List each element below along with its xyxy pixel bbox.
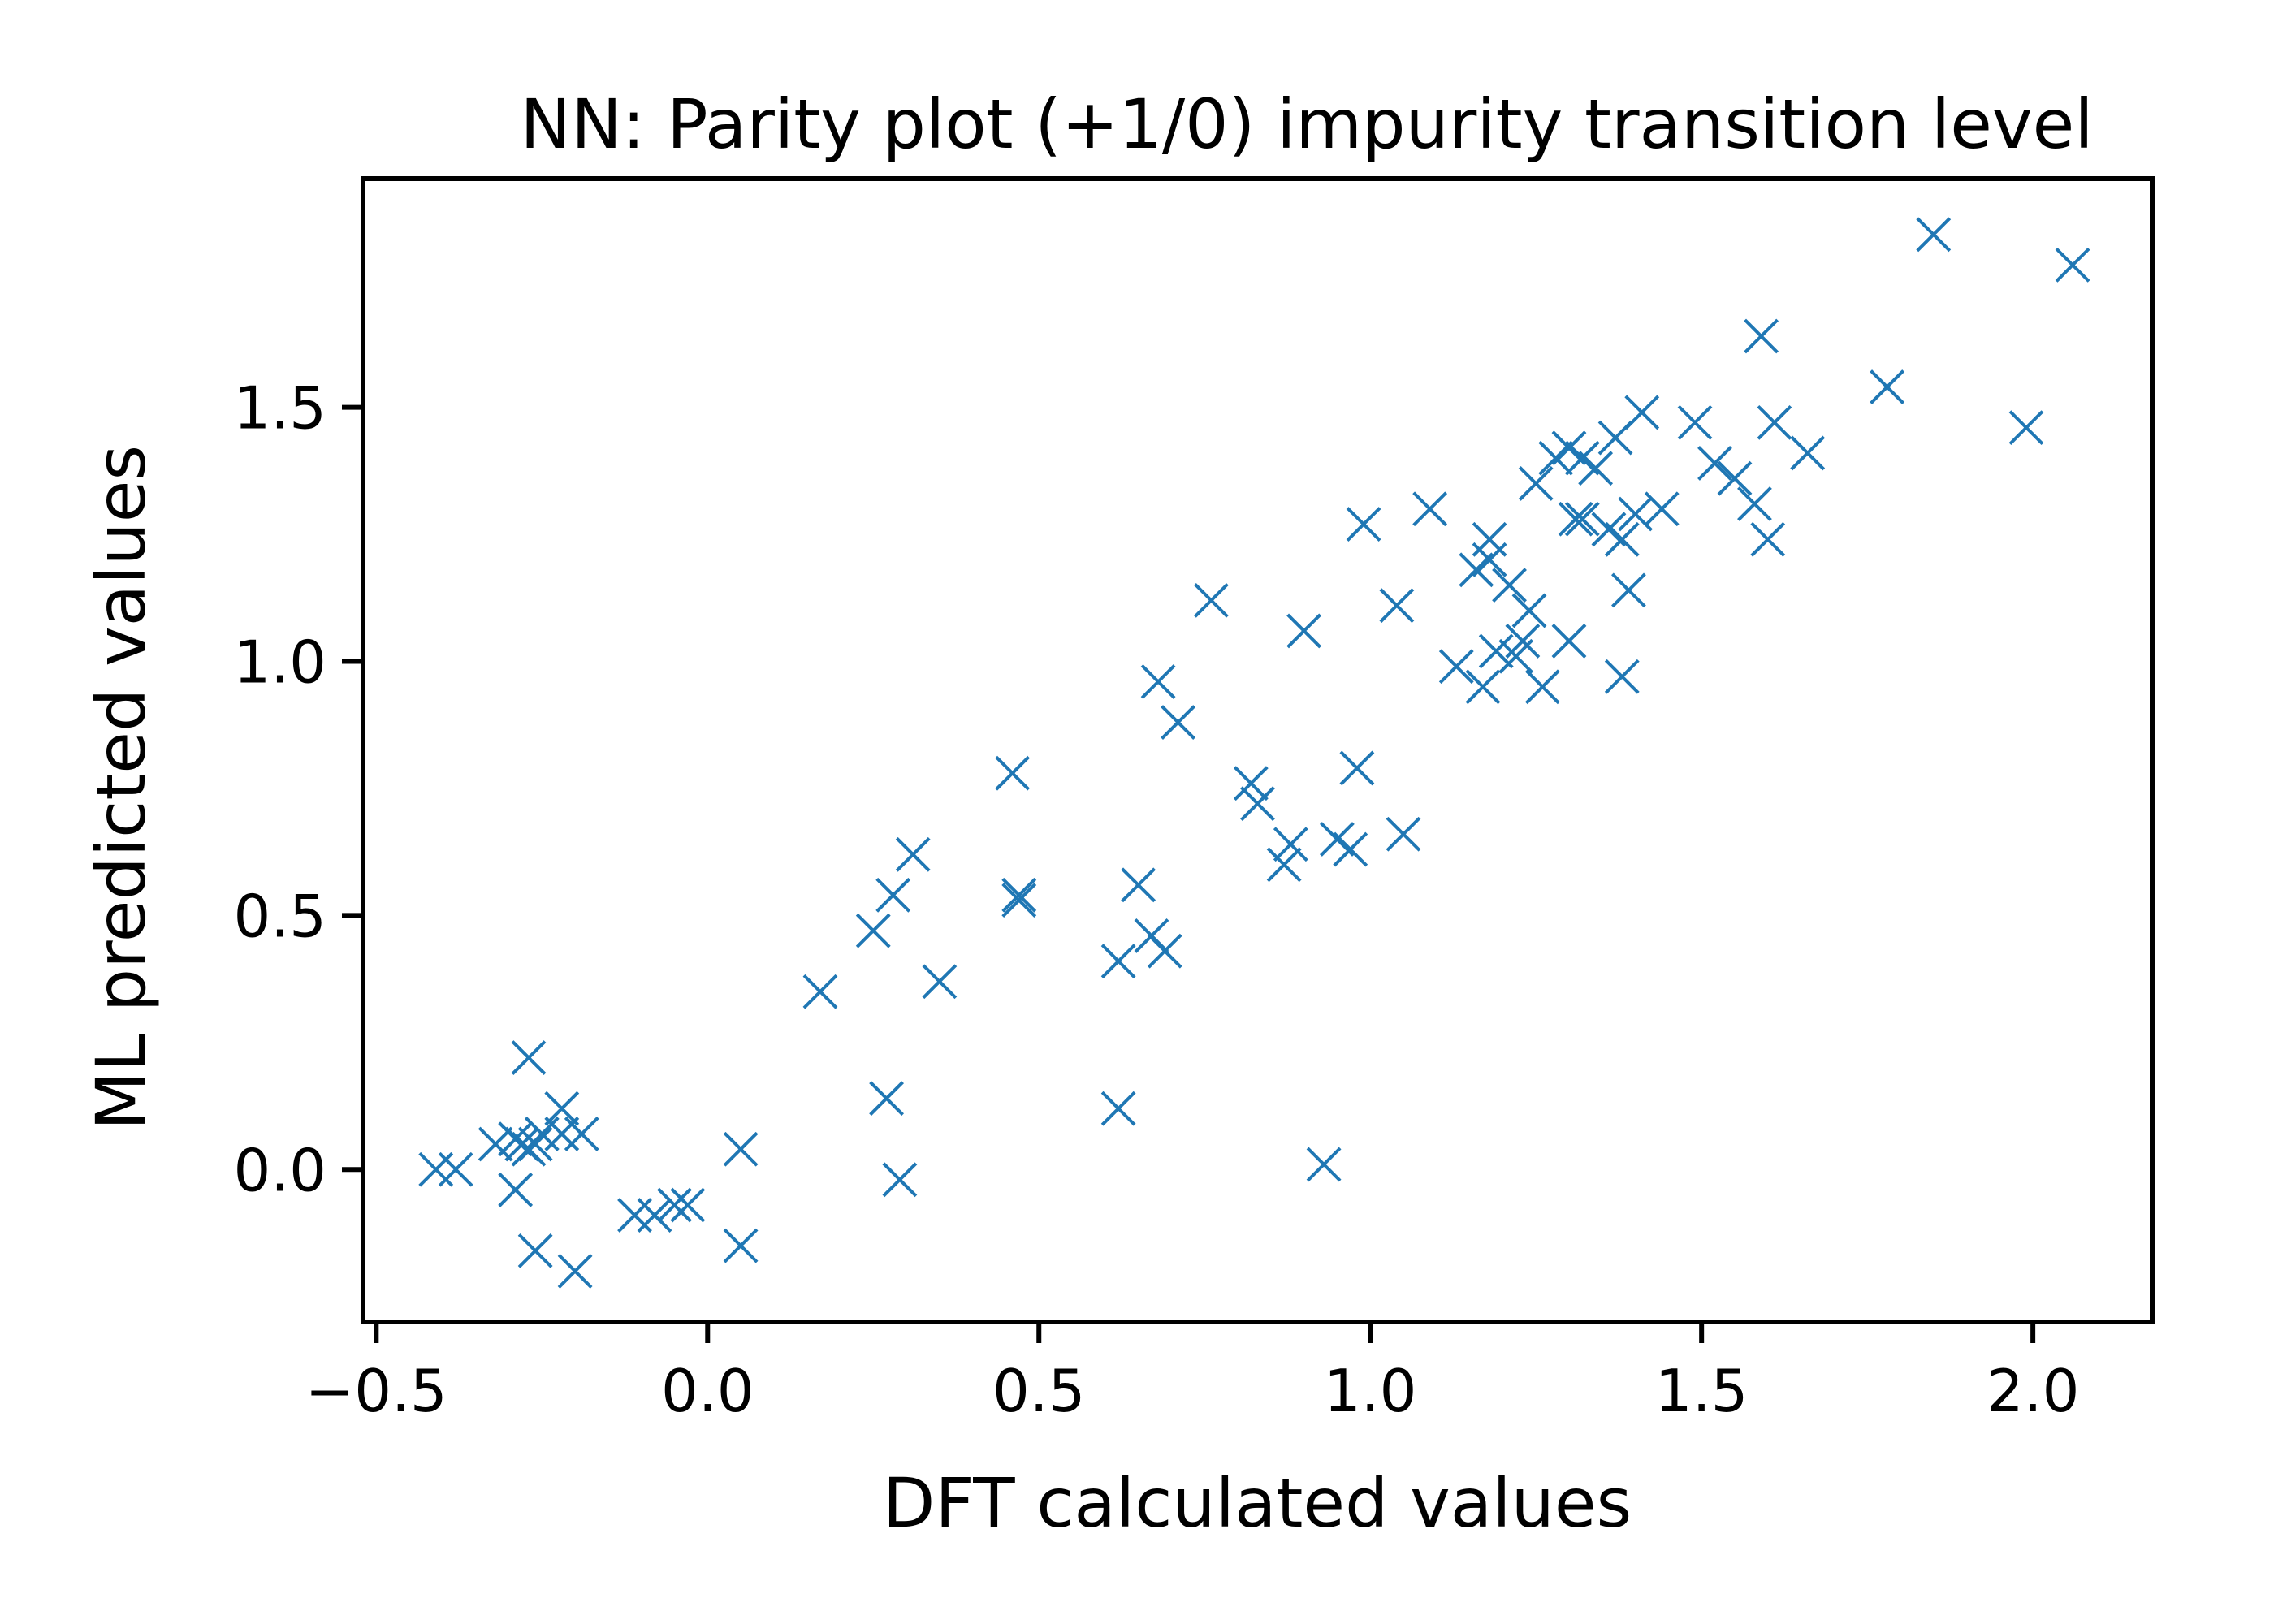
scatter-point: [544, 1091, 580, 1126]
y-tick-label: 1.5: [233, 374, 326, 443]
scatter-point: [1916, 217, 1952, 253]
scatter-point: [1273, 827, 1308, 862]
scatter-point: [1333, 831, 1368, 867]
scatter-points: [418, 217, 2090, 1289]
scatter-point: [723, 1228, 759, 1263]
scatter-point: [498, 1172, 534, 1207]
x-tick-label: 1.5: [1655, 1357, 1749, 1425]
scatter-point: [1233, 766, 1269, 801]
scatter-point: [1240, 786, 1275, 822]
scatter-point: [1518, 466, 1554, 501]
scatter-point: [1478, 633, 1514, 669]
scatter-point: [1472, 521, 1507, 557]
scatter-point: [657, 1187, 692, 1223]
scatter-point: [1121, 867, 1156, 903]
scatter-point: [1505, 624, 1541, 659]
scatter-point: [875, 877, 911, 913]
scatter-point: [517, 1126, 553, 1162]
y-axis-ticks: 0.0 0.5 1.0 1.5: [233, 374, 363, 1204]
scatter-point: [2055, 247, 2090, 283]
scatter-point: [802, 974, 838, 1009]
scatter-point: [478, 1126, 513, 1162]
x-tick-label: −0.5: [305, 1357, 447, 1425]
scatter-point: [1465, 669, 1501, 705]
scatter-point: [1286, 613, 1322, 649]
scatter-point: [1790, 435, 1826, 471]
chart-title: NN: Parity plot (+1/0) impurity transiti…: [520, 84, 2093, 164]
scatter-point: [1551, 624, 1587, 659]
scatter-point: [1604, 659, 1640, 694]
scatter-point: [1737, 486, 1772, 521]
scatter-point: [1677, 404, 1713, 440]
scatter-point: [1624, 395, 1660, 430]
scatter-point: [1100, 1091, 1136, 1126]
scatter-point: [557, 1254, 593, 1289]
scatter-point: [922, 964, 958, 1000]
scatter-point: [882, 1162, 918, 1198]
scatter-point: [1339, 750, 1375, 786]
x-tick-label: 0.0: [661, 1357, 754, 1425]
scatter-point: [1524, 669, 1560, 705]
scatter-point: [1306, 1147, 1342, 1182]
scatter-point: [670, 1187, 706, 1223]
x-tick-label: 2.0: [1987, 1357, 2080, 1425]
scatter-point: [855, 913, 891, 948]
scatter-point: [544, 1116, 580, 1151]
scatter-point: [1346, 507, 1381, 542]
scatter-point: [438, 1151, 473, 1187]
x-tick-label: 1.0: [1324, 1357, 1417, 1425]
scatter-point: [1161, 705, 1196, 740]
scatter-point: [1266, 847, 1302, 883]
scatter-point: [1001, 883, 1037, 918]
scatter-point: [1412, 491, 1448, 527]
y-tick-label: 0.0: [233, 1136, 326, 1204]
scatter-point: [1644, 491, 1680, 527]
scatter-point: [1472, 542, 1507, 577]
scatter-point: [869, 1081, 904, 1116]
y-tick-label: 0.5: [233, 882, 326, 950]
scatter-point: [1140, 664, 1176, 699]
scatter-point: [1147, 933, 1182, 969]
scatter-point: [895, 836, 931, 872]
scatter-point: [1438, 649, 1474, 685]
scatter-point: [1492, 568, 1527, 603]
scatter-point: [517, 1233, 553, 1268]
scatter-point: [1611, 572, 1646, 608]
scatter-point: [1604, 521, 1640, 557]
scatter-point: [1578, 451, 1614, 486]
scatter-point: [1744, 318, 1779, 354]
scatter-point: [1379, 588, 1415, 624]
scatter-point: [1697, 446, 1732, 481]
scatter-point: [617, 1198, 652, 1233]
x-tick-label: 0.5: [992, 1357, 1086, 1425]
y-axis-label: ML predicted values: [81, 445, 161, 1130]
scatter-point: [418, 1151, 454, 1187]
scatter-point: [1193, 582, 1229, 618]
y-tick-label: 1.0: [233, 628, 326, 696]
scatter-point: [1558, 501, 1593, 537]
scatter-point: [1386, 816, 1421, 852]
scatter-point: [1100, 944, 1136, 979]
scatter-point: [1870, 369, 1905, 404]
scatter-point: [511, 1040, 547, 1076]
x-axis-label: DFT calculated values: [883, 1463, 1632, 1543]
scatter-point: [1564, 501, 1600, 537]
scatter-point: [1750, 521, 1786, 557]
scatter-point: [995, 755, 1031, 791]
scatter-point: [1717, 460, 1753, 496]
scatter-point: [1001, 877, 1037, 913]
scatter-point: [2008, 410, 2044, 446]
scatter-point: [723, 1131, 759, 1167]
scatter-point: [564, 1116, 599, 1151]
scatter-point: [637, 1198, 672, 1233]
x-axis-ticks: −0.5 0.0 0.5 1.0 1.5 2.0: [305, 1322, 2079, 1425]
scatter-point: [1757, 404, 1792, 440]
plot-frame: [361, 176, 2155, 1324]
scatter-point: [1511, 593, 1547, 628]
